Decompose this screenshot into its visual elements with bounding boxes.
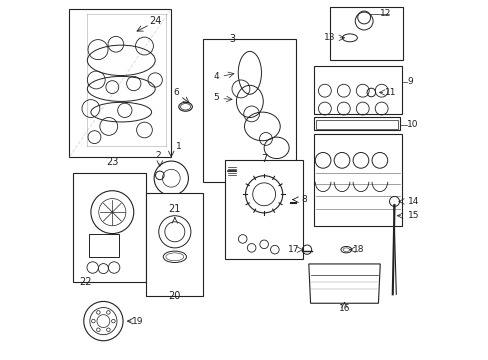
Bar (89, 234, 119, 257)
Text: 22: 22 (79, 277, 92, 287)
Bar (69, 9, 171, 157)
Text: 24: 24 (149, 16, 161, 26)
Text: 13: 13 (324, 33, 335, 42)
Bar (329, 7, 403, 60)
Text: 11: 11 (385, 88, 396, 97)
Text: 5: 5 (213, 93, 218, 102)
Bar (203, 39, 296, 182)
Bar (313, 117, 399, 130)
Text: 20: 20 (168, 291, 181, 301)
Text: 3: 3 (228, 34, 235, 44)
Bar (73, 173, 146, 282)
Text: 10: 10 (406, 120, 418, 129)
Text: 16: 16 (338, 304, 349, 313)
Text: 19: 19 (131, 316, 143, 325)
Bar (315, 120, 397, 129)
Bar (224, 160, 303, 258)
Text: 4: 4 (213, 72, 218, 81)
Text: 1: 1 (175, 141, 181, 150)
Text: 8: 8 (301, 195, 307, 204)
Text: 18: 18 (352, 245, 364, 254)
Text: 9: 9 (406, 77, 412, 86)
Text: 2: 2 (155, 151, 161, 160)
Bar (146, 193, 203, 296)
Text: 12: 12 (379, 9, 390, 18)
Text: 7: 7 (261, 154, 267, 163)
Text: 17: 17 (288, 245, 299, 254)
Text: 14: 14 (407, 197, 419, 206)
Bar (313, 66, 401, 114)
Text: 21: 21 (168, 203, 181, 213)
Text: 23: 23 (106, 157, 118, 167)
Text: 6: 6 (173, 88, 179, 97)
Text: 15: 15 (407, 211, 419, 220)
Bar (313, 134, 401, 226)
